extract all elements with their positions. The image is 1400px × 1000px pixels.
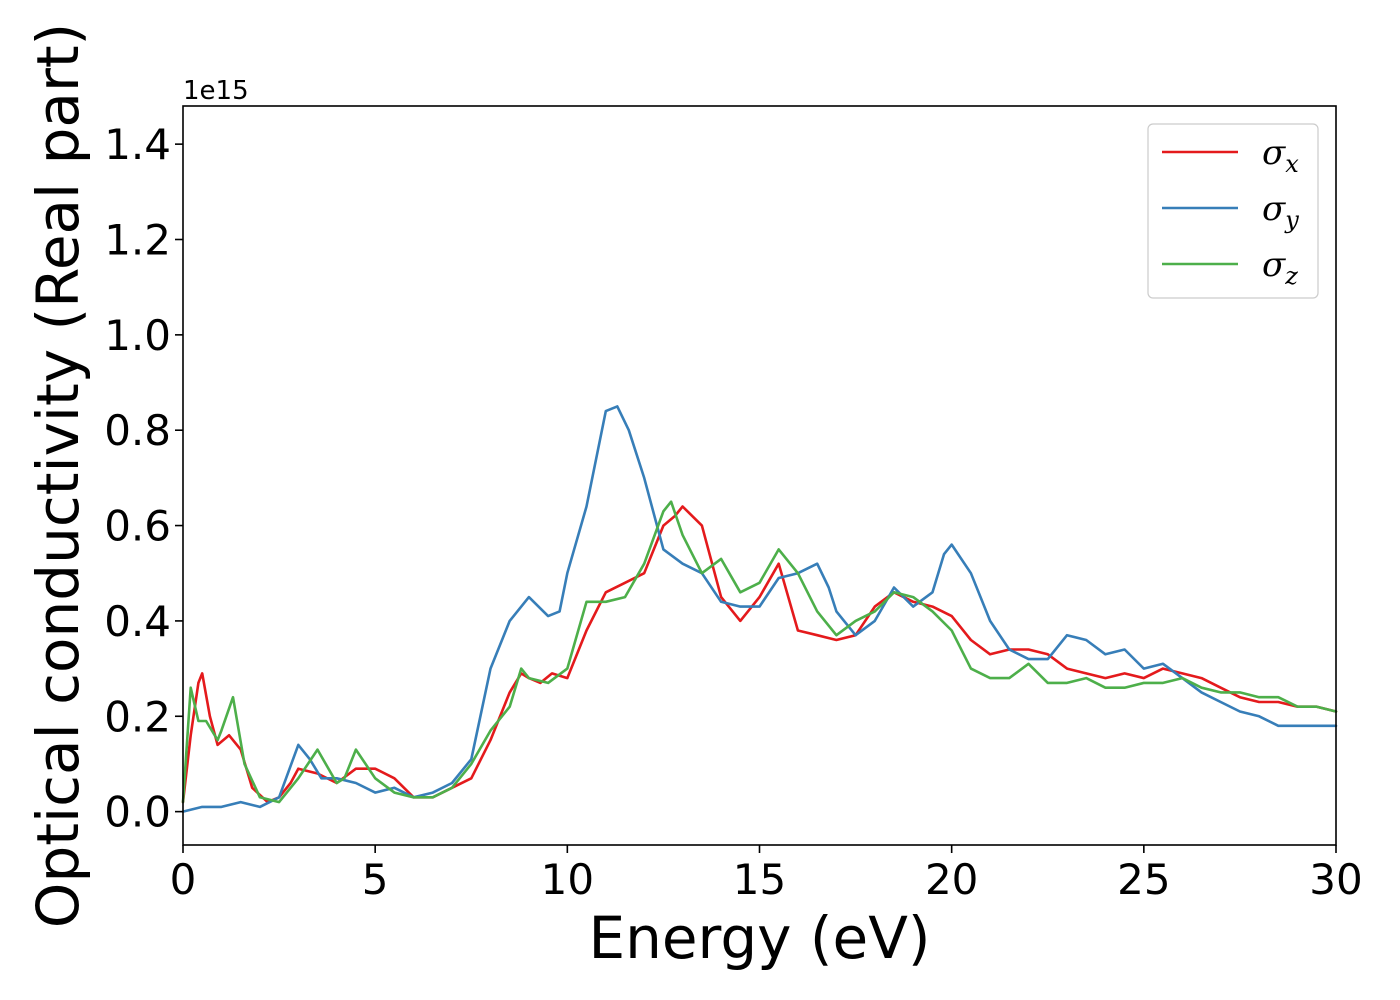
legend-label-x: σx: [1262, 133, 1299, 178]
y-tick-label: 0.0: [104, 788, 171, 837]
y-tick-label: 0.2: [104, 692, 171, 741]
legend: σx σy σz: [1147, 123, 1319, 299]
y-tick-label: 1.0: [104, 311, 171, 360]
y-tick-label: 0.8: [104, 406, 171, 455]
legend-label-y: σy: [1262, 189, 1299, 234]
series-line-z: [181, 500, 1338, 804]
x-tick-label: 30: [1309, 855, 1362, 904]
legend-items: σx σy σz: [1162, 133, 1299, 290]
series-line-y: [181, 405, 1338, 813]
y-axis-title: Optical conductivity (Real part): [24, 23, 92, 928]
x-tick-label: 25: [1117, 855, 1170, 904]
x-axis-title: Energy (eV): [588, 904, 930, 972]
x-tick-label: 5: [362, 855, 389, 904]
y-tick-label: 1.4: [104, 120, 171, 169]
y-axis: 0.0 0.2 0.4 0.6 0.8 1.0 1.2 1.4: [104, 120, 183, 837]
x-tick-label: 20: [925, 855, 978, 904]
series-layer: [181, 405, 1338, 813]
legend-label-z: σz: [1262, 245, 1298, 290]
y-tick-label: 0.4: [104, 597, 171, 646]
y-offset-label: 1e15: [183, 76, 249, 106]
x-tick-label: 10: [541, 855, 594, 904]
y-tick-label: 0.6: [104, 502, 171, 551]
series-line-x: [181, 505, 1338, 804]
legend-box: [1147, 123, 1319, 299]
y-tick-label: 1.2: [104, 215, 171, 264]
x-axis: 0 5 10 15 20 25 30: [170, 845, 1363, 904]
x-tick-label: 15: [733, 855, 786, 904]
x-tick-label: 0: [170, 855, 197, 904]
plot-background: [183, 106, 1336, 845]
